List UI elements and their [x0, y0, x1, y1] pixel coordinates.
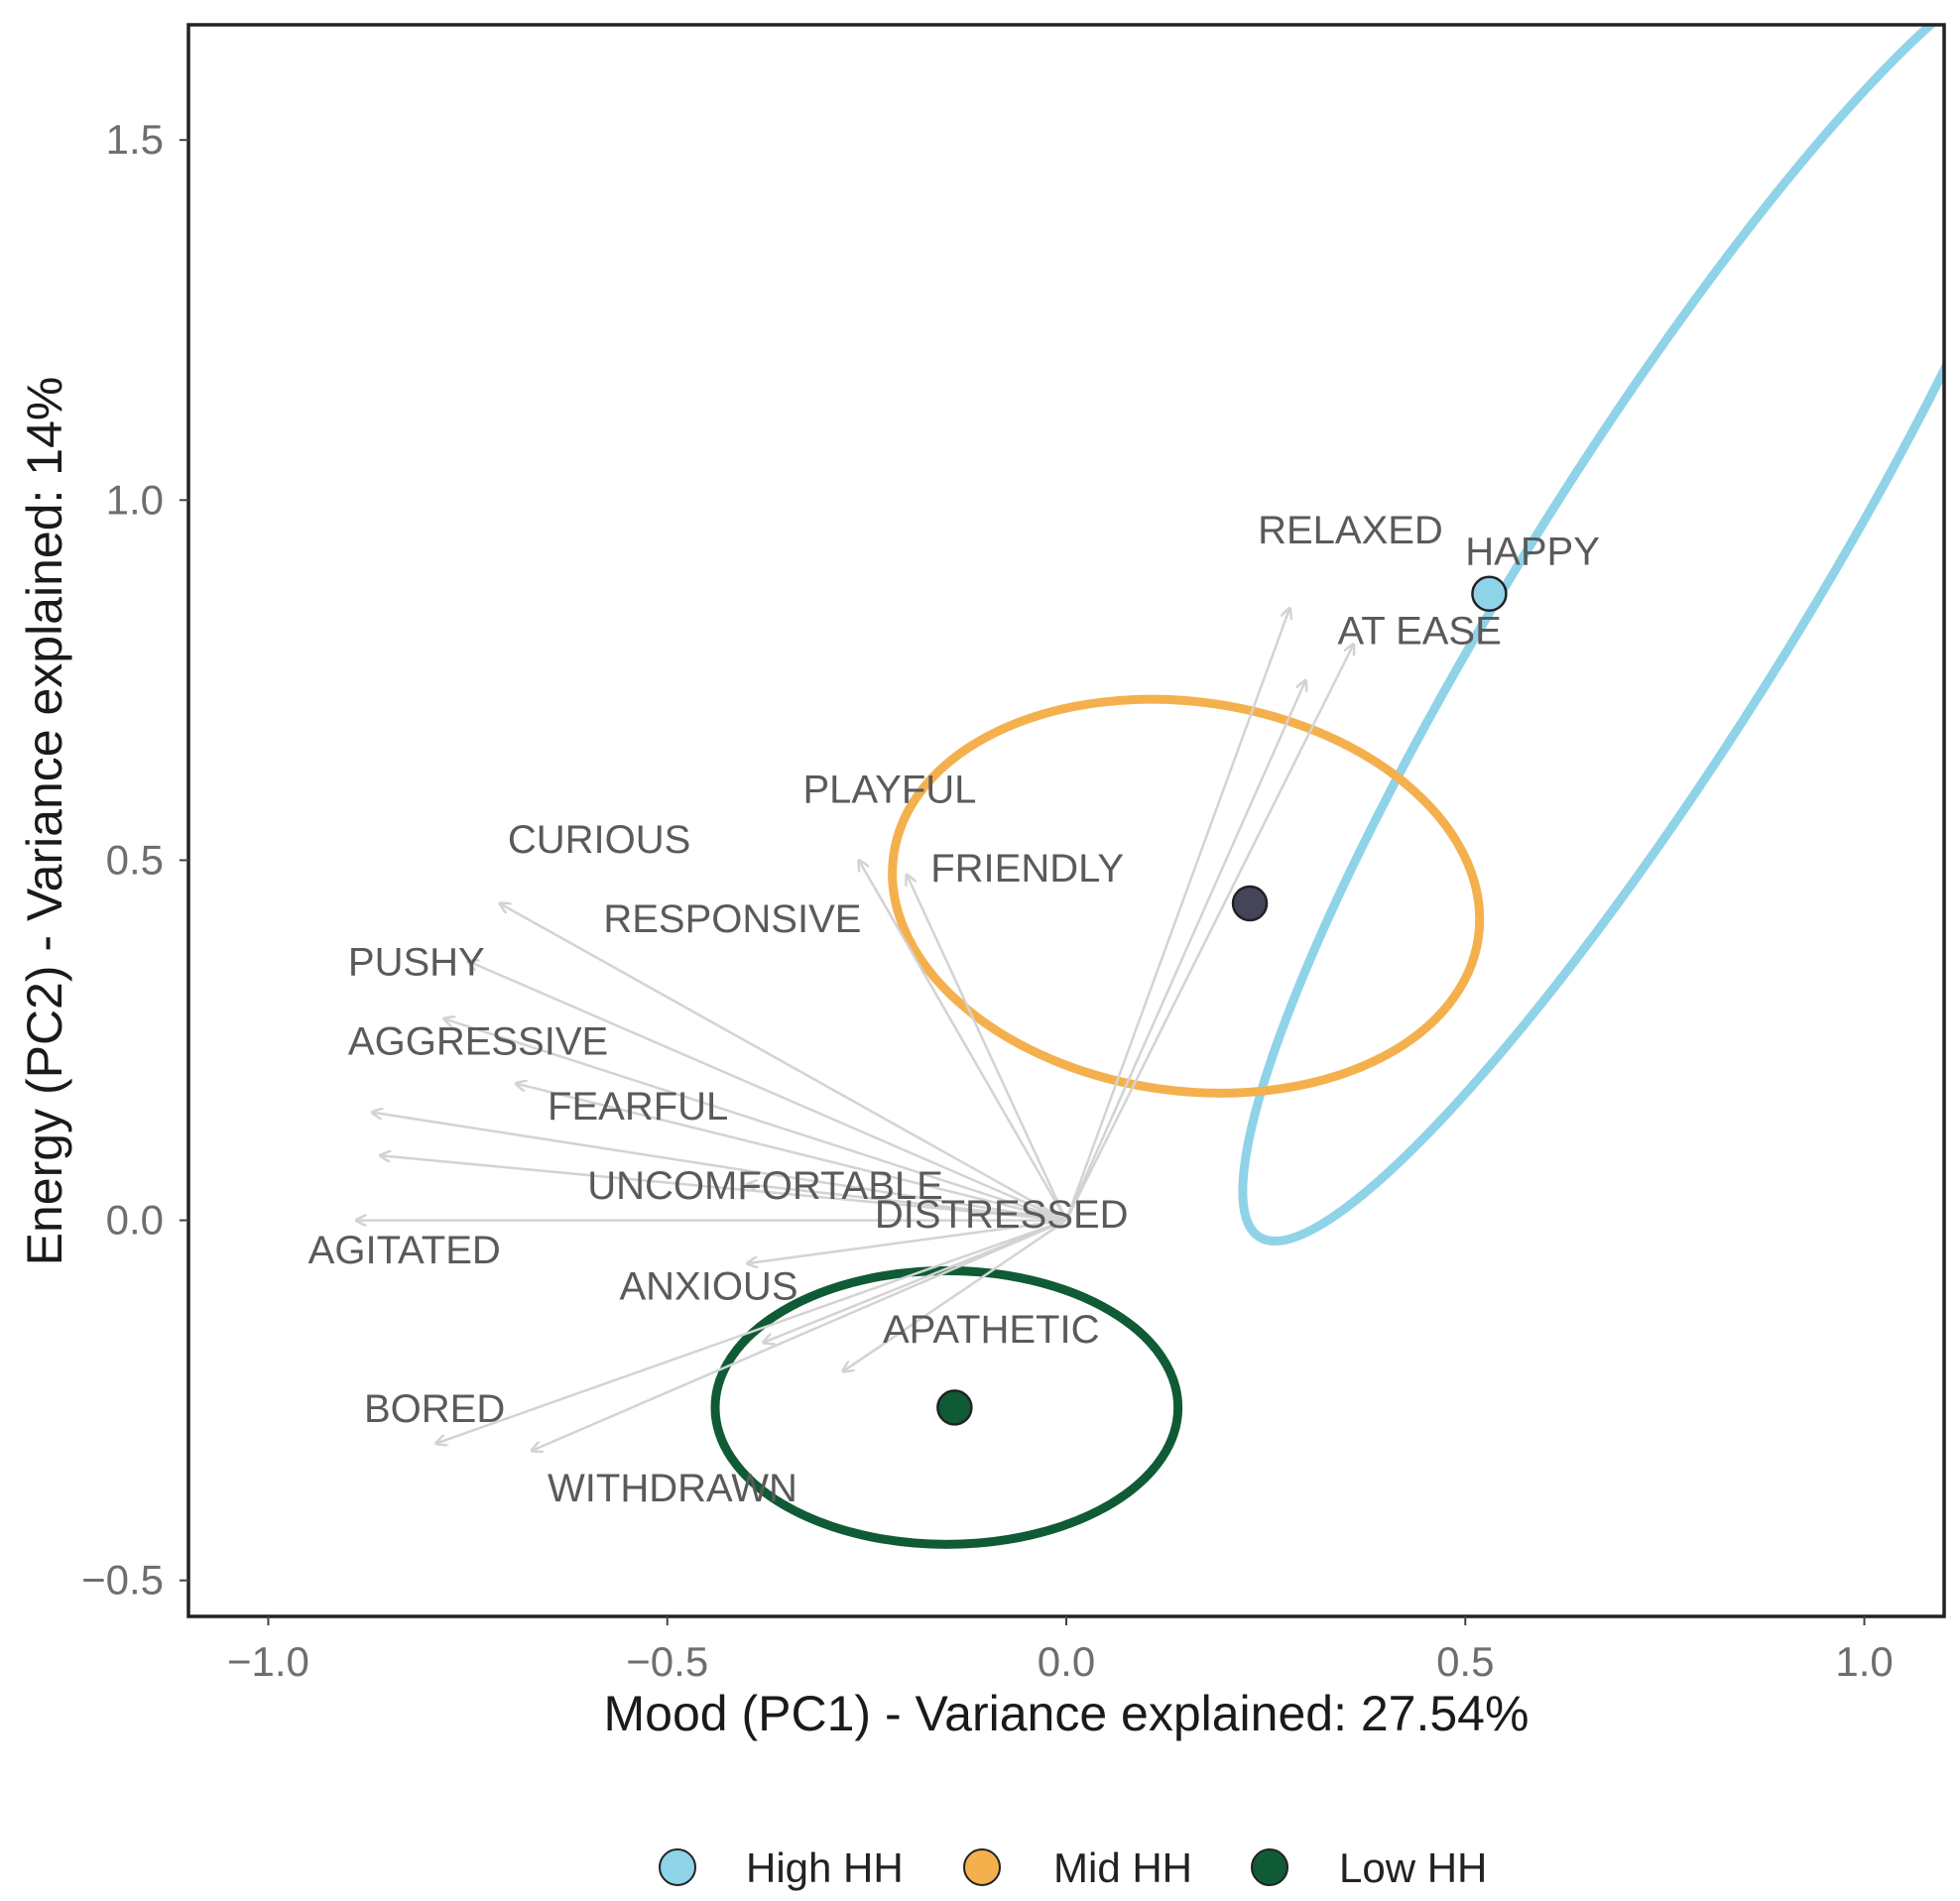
x-axis-ticks: −1.0 −0.5 0.0 0.5 1.0: [227, 1616, 1894, 1685]
arrow-withdrawn: [532, 1219, 1067, 1451]
legend-label-low-hh: Low HH: [1339, 1844, 1487, 1891]
legend-label-high-hh: High HH: [746, 1844, 904, 1891]
label-agitated: AGITATED: [308, 1229, 501, 1272]
label-apathetic: APATHETIC: [883, 1308, 1100, 1352]
centroid-low-hh: [936, 1389, 973, 1426]
label-distressed: DISTRESSED: [875, 1193, 1129, 1237]
label-curious: CURIOUS: [508, 818, 690, 862]
y-tick-label-1: 0.0: [106, 1197, 164, 1244]
x-tick-label-3: 0.5: [1436, 1638, 1494, 1685]
arrow-uncomfortable: [380, 1155, 1067, 1222]
y-tick-label-4: 1.5: [106, 116, 164, 163]
arrow-fearful: [516, 1084, 1067, 1222]
legend-label-mid-hh: Mid HH: [1053, 1844, 1192, 1891]
y-tick-label-2: 0.5: [106, 836, 164, 883]
label-relaxed: RELAXED: [1258, 509, 1443, 552]
legend-marker-high-hh: [659, 1848, 696, 1886]
centroid-mid-hh: [1231, 885, 1269, 922]
plot-background: [188, 25, 1944, 1616]
label-responsive: RESPONSIVE: [603, 897, 861, 941]
y-axis-title: Energy (PC2) - Variance explained: 14%: [17, 377, 72, 1266]
arrow-aggressive: [372, 1113, 1067, 1222]
label-fearful: FEARFUL: [548, 1085, 728, 1129]
legend-marker-mid-hh: [963, 1848, 1001, 1886]
loading-arrows: [356, 608, 1354, 1451]
y-tick-label-3: 1.0: [106, 476, 164, 523]
label-uncomfortable: UNCOMFORTABLE: [587, 1164, 943, 1208]
arrow-curious: [500, 903, 1067, 1222]
arrow-pushy: [443, 1018, 1067, 1222]
arrow-apathetic: [763, 1219, 1067, 1343]
ellipse-mid-hh: [888, 694, 1485, 1098]
arrow-relaxed: [1064, 608, 1289, 1221]
arrow-playful: [859, 860, 1068, 1222]
label-anxious: ANXIOUS: [619, 1264, 797, 1308]
label-happy: HAPPY: [1465, 531, 1600, 574]
group-centroids: [936, 575, 1508, 1426]
y-tick-label-0: −0.5: [81, 1557, 164, 1604]
arrow-anxious: [747, 1219, 1067, 1264]
label-bored: BORED: [364, 1387, 505, 1431]
x-tick-label-0: −1.0: [227, 1638, 309, 1685]
label-withdrawn: WITHDRAWN: [548, 1467, 797, 1510]
arrow-at-ease: [1064, 680, 1305, 1222]
arrow-bored: [435, 1219, 1067, 1444]
label-playful: PLAYFUL: [803, 768, 977, 811]
arrow-distressed: [747, 1184, 1067, 1222]
x-tick-label-2: 0.0: [1038, 1638, 1095, 1685]
label-pushy: PUSHY: [348, 941, 485, 985]
arrow-unlabeled-17: [843, 1219, 1067, 1372]
centroid-high-hh: [1471, 575, 1508, 612]
x-tick-label-1: −0.5: [626, 1638, 708, 1685]
y-axis-ticks: −0.5 0.0 0.5 1.0 1.5: [81, 116, 188, 1604]
label-aggressive: AGGRESSIVE: [348, 1020, 608, 1064]
arrow-friendly: [907, 875, 1068, 1222]
loading-labels: RELAXED HAPPY AT EASE PLAYFUL FRIENDLY CURIOU…: [308, 509, 1600, 1510]
ellipse-high-hh: [1238, 25, 1944, 1247]
legend: High HH Mid HH Low HH: [659, 1844, 1487, 1891]
arrow-happy: [1064, 645, 1354, 1222]
label-friendly: FRIENDLY: [930, 847, 1124, 891]
arrow-responsive: [468, 961, 1067, 1222]
x-axis-title: Mood (PC1) - Variance explained: 27.54%: [604, 1686, 1530, 1741]
x-tick-label-4: 1.0: [1835, 1638, 1893, 1685]
label-at-ease: AT EASE: [1338, 610, 1502, 653]
legend-marker-low-hh: [1251, 1848, 1288, 1886]
